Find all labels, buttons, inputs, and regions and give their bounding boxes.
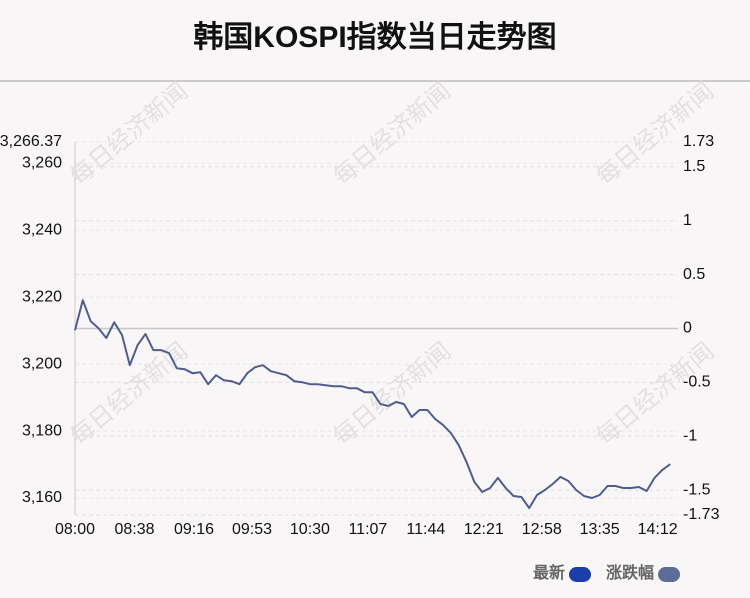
chart-title: 韩国KOSPI指数当日走势图 <box>193 21 556 54</box>
y2-tick-label: 1 <box>683 212 692 229</box>
legend-label: 最新 <box>533 563 565 582</box>
x-tick-label: 14:12 <box>638 521 678 538</box>
y-tick-label: 3,266.37 <box>0 133 62 150</box>
x-tick-label: 09:53 <box>232 521 272 538</box>
x-tick-label: 08:38 <box>114 521 154 538</box>
price-line <box>74 299 671 510</box>
legend-swatch <box>658 567 681 582</box>
y2-tick-label: 1.5 <box>683 158 705 175</box>
x-tick-label: 11:44 <box>406 521 445 538</box>
y2-tick-label: 1.73 <box>683 133 714 150</box>
y2-tick-label: 0.5 <box>683 266 705 283</box>
y-tick-label: 3,220 <box>22 288 62 305</box>
y2-tick-label: -1.5 <box>683 481 711 498</box>
x-tick-label: 10:30 <box>290 521 330 538</box>
y-tick-label: 3,260 <box>22 155 62 172</box>
x-tick-label: 08:00 <box>55 521 95 538</box>
legend-swatch <box>569 567 592 582</box>
y-tick-label: 3,240 <box>22 221 62 238</box>
x-tick-label: 12:58 <box>522 521 562 538</box>
y2-tick-label: 0 <box>683 320 692 337</box>
y-tick-label: 3,160 <box>22 489 62 506</box>
x-tick-label: 09:16 <box>174 521 214 538</box>
y-tick-label: 3,200 <box>22 355 62 372</box>
x-tick-label: 11:07 <box>348 521 387 538</box>
x-tick-label: 12:21 <box>464 521 504 538</box>
y-tick-label: 3,180 <box>22 422 62 439</box>
x-tick-label: 13:35 <box>580 521 620 538</box>
y2-tick-label: -1.73 <box>683 506 720 523</box>
legend-label: 涨跌幅 <box>606 563 654 582</box>
y2-tick-label: -0.5 <box>683 374 711 391</box>
y2-tick-label: -1 <box>683 428 697 445</box>
